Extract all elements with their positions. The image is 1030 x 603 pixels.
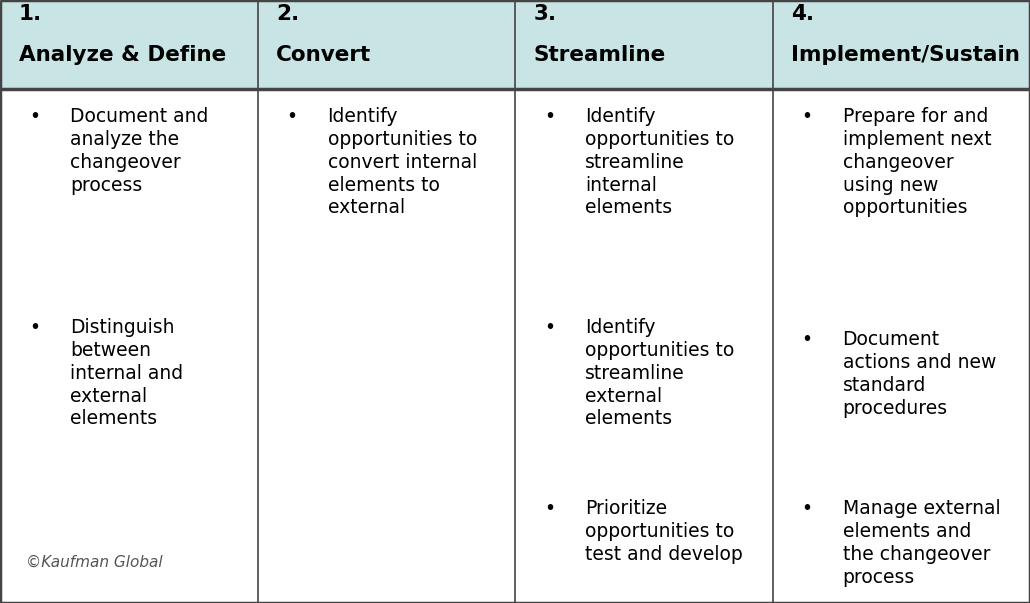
Text: Distinguish
between
internal and
external
elements: Distinguish between internal and externa… <box>70 318 183 428</box>
Text: •: • <box>801 107 813 127</box>
Text: Streamline: Streamline <box>534 45 665 65</box>
Text: •: • <box>801 499 813 519</box>
Text: •: • <box>544 318 555 338</box>
Text: ©Kaufman Global: ©Kaufman Global <box>26 555 163 570</box>
Text: Document and
analyze the
changeover
process: Document and analyze the changeover proc… <box>70 107 208 195</box>
Text: •: • <box>29 107 40 127</box>
Text: Convert: Convert <box>276 45 371 65</box>
Text: •: • <box>544 107 555 127</box>
Text: •: • <box>29 318 40 338</box>
Bar <box>0 0 1030 89</box>
Text: •: • <box>801 330 813 350</box>
Text: Prepare for and
implement next
changeover
using new
opportunities: Prepare for and implement next changeove… <box>843 107 991 217</box>
Text: 4.: 4. <box>791 4 814 24</box>
Text: Identify
opportunities to
convert internal
elements to
external: Identify opportunities to convert intern… <box>328 107 477 217</box>
Text: 2.: 2. <box>276 4 300 24</box>
Text: Identify
opportunities to
streamline
external
elements: Identify opportunities to streamline ext… <box>585 318 734 428</box>
Bar <box>0 89 1030 603</box>
Text: •: • <box>286 107 298 127</box>
Text: Implement/Sustain: Implement/Sustain <box>791 45 1020 65</box>
Text: Identify
opportunities to
streamline
internal
elements: Identify opportunities to streamline int… <box>585 107 734 217</box>
Text: 3.: 3. <box>534 4 556 24</box>
Text: Prioritize
opportunities to
test and develop: Prioritize opportunities to test and dev… <box>585 499 743 564</box>
Text: •: • <box>544 499 555 519</box>
Text: 1.: 1. <box>19 4 42 24</box>
Text: Document
actions and new
standard
procedures: Document actions and new standard proced… <box>843 330 996 418</box>
Text: Analyze & Define: Analyze & Define <box>19 45 226 65</box>
Text: Manage external
elements and
the changeover
process: Manage external elements and the changeo… <box>843 499 1000 587</box>
